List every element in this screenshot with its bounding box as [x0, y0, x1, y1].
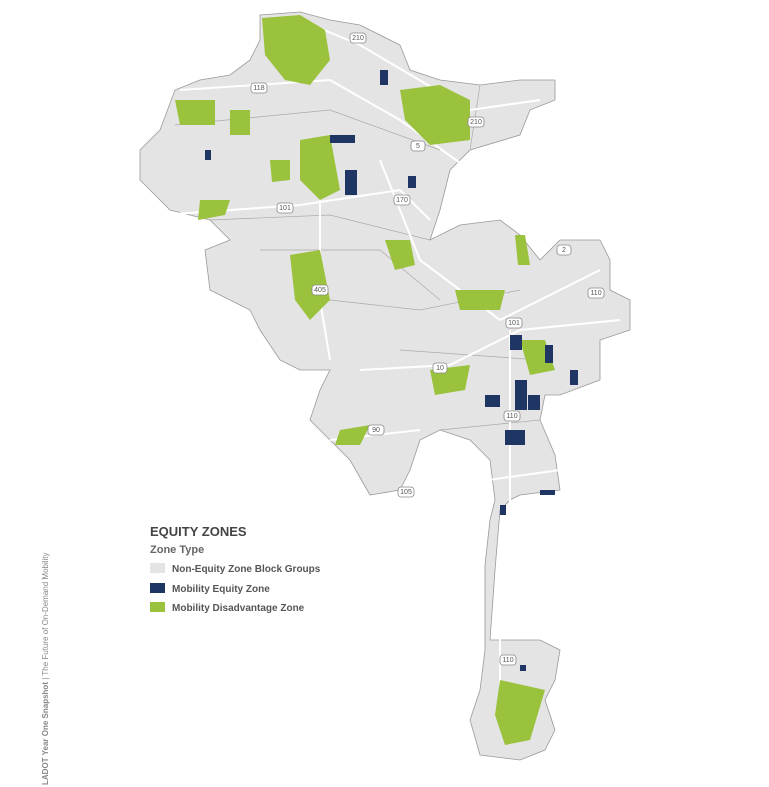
highway-shield: 101	[276, 202, 294, 214]
zone-patch	[495, 680, 545, 745]
shield-label: 110	[502, 657, 513, 664]
shield-label: 110	[590, 290, 601, 297]
zone-patch	[455, 290, 505, 310]
zone-patch	[520, 665, 526, 671]
legend-subtitle: Zone Type	[150, 544, 204, 556]
zone-patch	[408, 176, 416, 188]
zone-patch	[540, 490, 555, 495]
zone-patch	[485, 395, 500, 407]
zone-patch	[545, 345, 553, 363]
shield-label: 101	[508, 320, 520, 327]
zone-patch	[400, 85, 470, 145]
zone-patch	[175, 100, 215, 125]
legend-label: Mobility Disadvantage Zone	[172, 603, 305, 614]
zone-patch	[290, 250, 330, 320]
shield-label: 101	[279, 205, 291, 212]
zone-patch	[300, 135, 340, 200]
map: 210 118 210 5 170 101 405 2 110 101 10 1…	[139, 11, 631, 761]
zone-patch	[510, 335, 522, 350]
legend-label: Non-Equity Zone Block Groups	[172, 564, 321, 575]
legend: EQUITY ZONES Zone Type Non-Equity Zone B…	[150, 524, 321, 614]
zone-patch	[330, 135, 355, 143]
zone-patch	[205, 150, 211, 160]
highway-shield: 2	[556, 244, 572, 256]
shield-label: 110	[506, 413, 517, 420]
zone-patch	[500, 505, 506, 515]
highway-shield: 118	[250, 82, 268, 94]
highway-shield: 210	[467, 116, 485, 128]
zone-patch	[198, 200, 230, 220]
highway-shield: 110	[587, 287, 605, 299]
zone-patch	[505, 430, 525, 445]
zone-patch	[345, 170, 357, 195]
highway-shield: 105	[397, 486, 415, 498]
highway-shield: 405	[311, 284, 329, 296]
legend-swatch	[150, 602, 165, 612]
shield-label: 10	[436, 365, 444, 372]
legend-swatch	[150, 563, 165, 573]
zone-patch	[515, 380, 527, 410]
shield-label: 118	[253, 85, 264, 92]
side-caption-rest: | The Future of On-Demand Mobility	[41, 552, 50, 682]
shield-label: 2	[562, 247, 566, 254]
shield-label: 405	[314, 287, 326, 294]
shield-label: 105	[400, 489, 412, 496]
legend-swatch	[150, 583, 165, 593]
zone-patch	[385, 240, 415, 270]
highway-shield: 110	[503, 410, 521, 422]
highway-shields: 210 118 210 5 170 101 405 2 110 101 10 1…	[250, 32, 605, 666]
zone-patch	[528, 395, 540, 410]
zone-patch	[570, 370, 578, 385]
zone-patch	[515, 235, 530, 265]
equity-zones	[205, 70, 578, 671]
legend-title: EQUITY ZONES	[150, 524, 247, 539]
highway-shield: 101	[505, 317, 523, 329]
highway-shield: 10	[432, 362, 448, 374]
zone-patch	[335, 425, 370, 445]
highway-shield: 170	[393, 194, 411, 206]
highway-shield: 5	[410, 140, 426, 152]
shield-label: 210	[352, 35, 364, 42]
side-caption-bold: LADOT Year One Snapshot	[41, 682, 50, 785]
shield-label: 90	[372, 427, 380, 434]
zone-patch	[380, 70, 388, 85]
zone-patch	[270, 160, 290, 182]
zone-patch	[230, 110, 250, 135]
legend-label: Mobility Equity Zone	[172, 584, 270, 595]
highway-shield: 90	[367, 424, 385, 436]
city-outline	[139, 11, 631, 761]
highway-shield: 110	[499, 654, 517, 666]
highway-shield: 210	[349, 32, 367, 44]
shield-label: 210	[470, 119, 482, 126]
zone-patch	[262, 15, 330, 85]
shield-label: 170	[396, 197, 408, 204]
shield-label: 5	[416, 143, 420, 150]
side-caption: LADOT Year One Snapshot | The Future of …	[41, 552, 50, 785]
